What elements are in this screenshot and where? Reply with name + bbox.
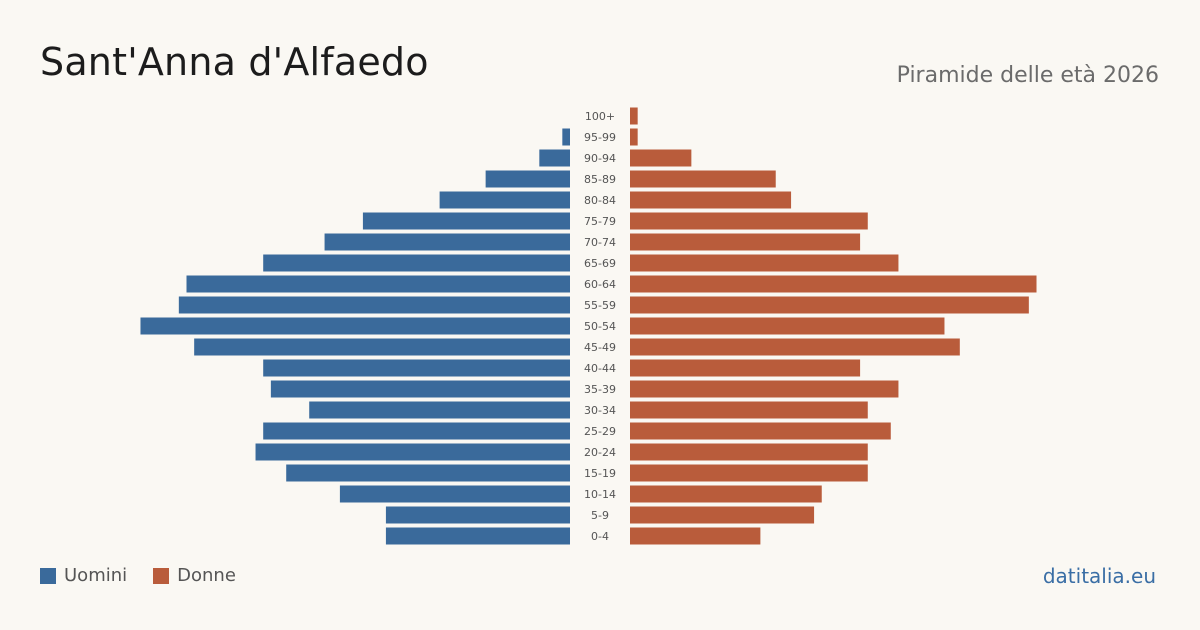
bar-women-50-54 bbox=[630, 317, 945, 335]
age-label-90-94: 90-94 bbox=[584, 152, 616, 165]
page-title: Sant'Anna d'Alfaedo bbox=[40, 40, 429, 84]
age-label-45-49: 45-49 bbox=[584, 341, 616, 354]
age-label-40-44: 40-44 bbox=[584, 362, 616, 375]
bar-women-35-39 bbox=[630, 380, 899, 398]
bar-men-70-74 bbox=[324, 233, 570, 251]
bar-women-60-64 bbox=[630, 275, 1037, 293]
bar-women-0-4 bbox=[630, 527, 761, 545]
bar-men-90-94 bbox=[539, 149, 570, 167]
bar-women-10-14 bbox=[630, 485, 822, 503]
bar-men-60-64 bbox=[186, 275, 570, 293]
legend-swatch-men bbox=[40, 567, 56, 584]
age-label-65-69: 65-69 bbox=[584, 257, 616, 270]
bar-men-85-89 bbox=[485, 170, 570, 188]
bar-women-55-59 bbox=[630, 296, 1029, 314]
bar-women-15-19 bbox=[630, 464, 868, 482]
age-label-10-14: 10-14 bbox=[584, 488, 616, 501]
legend: Uomini Donne bbox=[40, 565, 262, 586]
age-label-75-79: 75-79 bbox=[584, 215, 616, 228]
age-label-95-99: 95-99 bbox=[584, 131, 616, 144]
bar-women-90-94 bbox=[630, 149, 692, 167]
age-label-50-54: 50-54 bbox=[584, 320, 616, 333]
bar-men-30-34 bbox=[309, 401, 570, 419]
legend-item-men: Uomini bbox=[40, 565, 127, 586]
age-label-80-84: 80-84 bbox=[584, 194, 616, 207]
age-label-5-9: 5-9 bbox=[591, 509, 609, 522]
bar-women-5-9 bbox=[630, 506, 815, 524]
bar-men-10-14 bbox=[339, 485, 570, 503]
age-label-85-89: 85-89 bbox=[584, 173, 616, 186]
bar-men-5-9 bbox=[385, 506, 570, 524]
age-label-15-19: 15-19 bbox=[584, 467, 616, 480]
bar-women-65-69 bbox=[630, 254, 899, 272]
bar-men-95-99 bbox=[562, 128, 570, 146]
bar-women-45-49 bbox=[630, 338, 960, 356]
bar-men-50-54 bbox=[140, 317, 571, 335]
age-label-55-59: 55-59 bbox=[584, 299, 616, 312]
bar-women-70-74 bbox=[630, 233, 861, 251]
bar-women-95-99 bbox=[630, 128, 638, 146]
bar-men-75-79 bbox=[362, 212, 570, 230]
legend-item-women: Donne bbox=[153, 565, 236, 586]
age-label-100+: 100+ bbox=[585, 110, 615, 123]
bar-women-25-29 bbox=[630, 422, 891, 440]
bar-women-85-89 bbox=[630, 170, 776, 188]
bar-men-65-69 bbox=[263, 254, 570, 272]
legend-swatch-women bbox=[153, 567, 170, 584]
bar-men-0-4 bbox=[385, 527, 570, 545]
bar-men-45-49 bbox=[194, 338, 571, 356]
age-label-70-74: 70-74 bbox=[584, 236, 616, 249]
bar-women-80-84 bbox=[630, 191, 792, 209]
age-label-0-4: 0-4 bbox=[591, 530, 609, 543]
bar-women-30-34 bbox=[630, 401, 868, 419]
bar-women-20-24 bbox=[630, 443, 868, 461]
bar-men-35-39 bbox=[270, 380, 570, 398]
age-label-20-24: 20-24 bbox=[584, 446, 616, 459]
bar-men-80-84 bbox=[439, 191, 570, 209]
chart-subtitle: Piramide delle età 2026 bbox=[896, 63, 1159, 88]
bar-men-25-29 bbox=[263, 422, 570, 440]
bar-women-75-79 bbox=[630, 212, 868, 230]
brand-link[interactable]: datitalia.eu bbox=[1042, 564, 1156, 588]
age-label-60-64: 60-64 bbox=[584, 278, 616, 291]
bar-men-20-24 bbox=[255, 443, 570, 461]
legend-label-men: Uomini bbox=[64, 565, 128, 586]
bar-men-40-44 bbox=[263, 359, 570, 377]
bar-men-15-19 bbox=[286, 464, 570, 482]
bar-women-100+ bbox=[630, 107, 638, 125]
age-label-35-39: 35-39 bbox=[584, 383, 616, 396]
bar-men-55-59 bbox=[178, 296, 570, 314]
legend-label-women: Donne bbox=[177, 565, 236, 586]
age-label-25-29: 25-29 bbox=[584, 425, 616, 438]
age-label-30-34: 30-34 bbox=[584, 404, 616, 417]
bar-women-40-44 bbox=[630, 359, 861, 377]
